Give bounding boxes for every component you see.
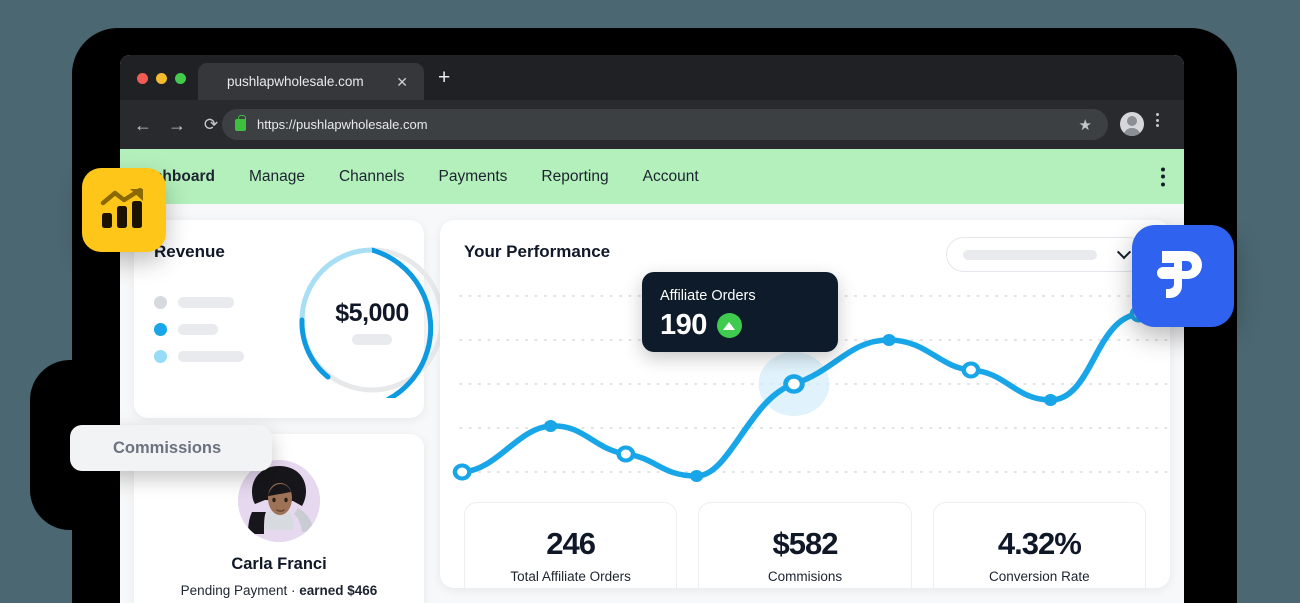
browser-url-bar: ← → ⟳ https://pushlapwholesale.com ★ xyxy=(120,100,1184,149)
revenue-legend xyxy=(154,296,404,363)
legend-item xyxy=(154,296,404,309)
legend-dot-grey xyxy=(154,296,167,309)
affiliate-status-text: Pending Payment xyxy=(180,583,288,598)
legend-item xyxy=(154,350,404,363)
tooltip-value-row: 190 xyxy=(660,309,838,342)
stat-card-total-affiliate-orders: 246 Total Affiliate Orders xyxy=(464,502,678,588)
browser-tab[interactable]: pushlapwholesale.com ✕ xyxy=(198,63,424,100)
maximize-window-icon[interactable] xyxy=(175,73,186,84)
stat-label: Commisions xyxy=(767,569,843,584)
reload-icon[interactable]: ⟳ xyxy=(203,115,219,134)
lock-icon xyxy=(235,114,246,131)
nav-item-payments[interactable]: Payments xyxy=(438,167,508,185)
legend-item xyxy=(154,323,404,336)
performance-title: Your Performance xyxy=(464,242,611,261)
browser-window: pushlapwholesale.com ✕ + ← → ⟳ https://p… xyxy=(120,55,1184,603)
period-select-placeholder xyxy=(963,249,1097,260)
revenue-donut-chart: $5,000 xyxy=(294,242,450,412)
period-select[interactable] xyxy=(946,237,1146,272)
stat-value: 246 xyxy=(546,526,596,561)
legend-dot-light-blue xyxy=(154,350,167,363)
nav-item-manage[interactable]: Manage xyxy=(248,167,305,185)
data-point xyxy=(616,445,636,463)
affiliate-earned: earned $466 xyxy=(299,583,378,598)
stat-card-commisions: $582 Commisions xyxy=(698,502,912,588)
bookmark-star-icon[interactable]: ★ xyxy=(1078,116,1092,134)
stat-value: $582 xyxy=(772,526,839,561)
chevron-down-icon xyxy=(1116,244,1132,259)
tooltip-label: Affiliate Orders xyxy=(660,288,756,304)
right-column: Your Performance xyxy=(440,220,1170,603)
legend-dot-blue xyxy=(154,323,167,336)
app-menu-kebab-icon[interactable] xyxy=(1161,167,1165,186)
chart-gridlines xyxy=(459,295,1170,473)
data-point xyxy=(689,470,704,482)
browser-tab-bar: pushlapwholesale.com ✕ + xyxy=(120,55,1184,100)
revenue-card-title: Revenue xyxy=(154,242,225,261)
window-traffic-lights[interactable] xyxy=(137,73,186,84)
legend-placeholder-bar xyxy=(178,324,218,335)
forward-icon[interactable]: → xyxy=(168,114,186,135)
minimize-window-icon[interactable] xyxy=(156,73,167,84)
data-point xyxy=(882,334,896,346)
avatar xyxy=(238,460,320,542)
data-point-highlighted xyxy=(783,374,805,394)
url-input[interactable]: https://pushlapwholesale.com ★ xyxy=(222,109,1108,140)
top-affiliate-card: Carla Franci Pending Payment · earned $4… xyxy=(134,434,424,603)
revenue-card: Revenue xyxy=(134,220,445,418)
stat-label: Total Affiliate Orders xyxy=(510,569,631,584)
browser-menu-kebab-icon[interactable] xyxy=(1156,113,1159,127)
pushlap-logo-badge xyxy=(1132,225,1234,327)
nav-item-reporting[interactable]: Reporting xyxy=(541,167,609,185)
tooltip-value: 190 xyxy=(660,309,707,341)
performance-card: Your Performance xyxy=(440,220,1170,588)
close-icon[interactable]: ✕ xyxy=(396,73,408,90)
back-icon[interactable]: ← xyxy=(134,114,152,135)
data-point xyxy=(1043,394,1058,406)
stat-label: Conversion Rate xyxy=(989,569,1090,584)
revenue-value: $5,000 xyxy=(335,299,409,327)
data-point xyxy=(452,463,472,481)
url-text: https://pushlapwholesale.com xyxy=(257,117,428,132)
legend-placeholder-bar xyxy=(178,351,244,362)
profile-avatar-icon[interactable] xyxy=(1120,112,1144,136)
left-column: Revenue xyxy=(134,220,445,603)
affiliate-name: Carla Franci xyxy=(231,555,327,573)
revenue-subvalue-placeholder xyxy=(352,334,392,345)
avatar-photo-icon xyxy=(238,460,320,542)
legend-placeholder-bar xyxy=(178,297,234,308)
affiliate-separator: · xyxy=(287,583,300,598)
app-navigation-bar: Dashboard Manage Channels Payments Repor… xyxy=(120,149,1184,204)
data-point xyxy=(961,361,981,379)
browser-tab-title: pushlapwholesale.com xyxy=(227,74,364,89)
dashboard-body: Revenue xyxy=(120,204,1184,603)
pushlap-logo-icon xyxy=(1157,251,1202,298)
bar-chart-up-icon xyxy=(100,188,143,228)
triangle-up-icon xyxy=(716,313,742,338)
chart-tooltip: Affiliate Orders 190 xyxy=(642,272,838,352)
bar-chart-up-badge xyxy=(82,168,166,252)
nav-item-channels[interactable]: Channels xyxy=(338,167,405,185)
close-window-icon[interactable] xyxy=(137,73,148,84)
stat-value: 4.32% xyxy=(997,526,1082,561)
nav-item-account[interactable]: Account xyxy=(642,167,699,185)
stat-card-conversion-rate: 4.32% Conversion Rate xyxy=(932,502,1146,588)
plus-icon[interactable]: + xyxy=(438,66,451,89)
commissions-pill-label: Commissions xyxy=(113,438,222,457)
affiliate-status: Pending Payment · earned $466 xyxy=(134,583,424,598)
stats-row: 246 Total Affiliate Orders $582 Commisio… xyxy=(464,502,1146,588)
commissions-pill: Commissions xyxy=(70,425,272,471)
data-point xyxy=(543,420,558,432)
